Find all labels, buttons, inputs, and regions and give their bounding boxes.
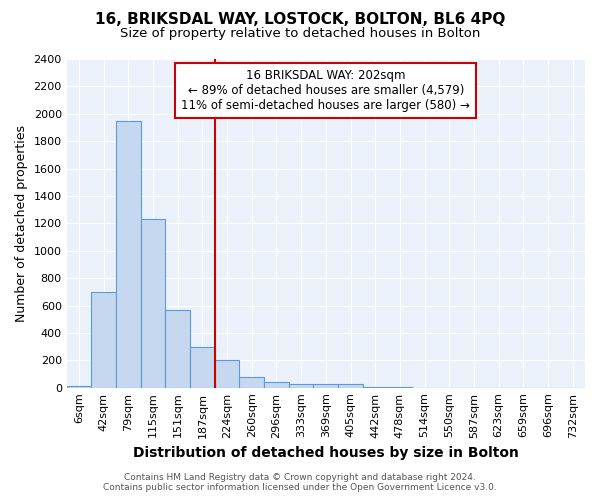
Bar xyxy=(215,360,239,388)
Bar xyxy=(91,292,116,388)
Bar xyxy=(338,384,363,388)
Bar xyxy=(388,387,412,388)
X-axis label: Distribution of detached houses by size in Bolton: Distribution of detached houses by size … xyxy=(133,446,519,460)
Text: 16 BRIKSDAL WAY: 202sqm
← 89% of detached houses are smaller (4,579)
11% of semi: 16 BRIKSDAL WAY: 202sqm ← 89% of detache… xyxy=(181,69,470,112)
Bar xyxy=(363,387,388,388)
Text: 16, BRIKSDAL WAY, LOSTOCK, BOLTON, BL6 4PQ: 16, BRIKSDAL WAY, LOSTOCK, BOLTON, BL6 4… xyxy=(95,12,505,28)
Bar xyxy=(264,382,289,388)
Text: Size of property relative to detached houses in Bolton: Size of property relative to detached ho… xyxy=(120,28,480,40)
Bar xyxy=(166,310,190,388)
Y-axis label: Number of detached properties: Number of detached properties xyxy=(15,125,28,322)
Bar xyxy=(239,376,264,388)
Bar xyxy=(116,120,141,388)
Bar xyxy=(289,384,313,388)
Bar xyxy=(190,346,215,388)
Bar xyxy=(141,219,166,388)
Bar xyxy=(67,386,91,388)
Text: Contains HM Land Registry data © Crown copyright and database right 2024.
Contai: Contains HM Land Registry data © Crown c… xyxy=(103,473,497,492)
Bar xyxy=(313,384,338,388)
